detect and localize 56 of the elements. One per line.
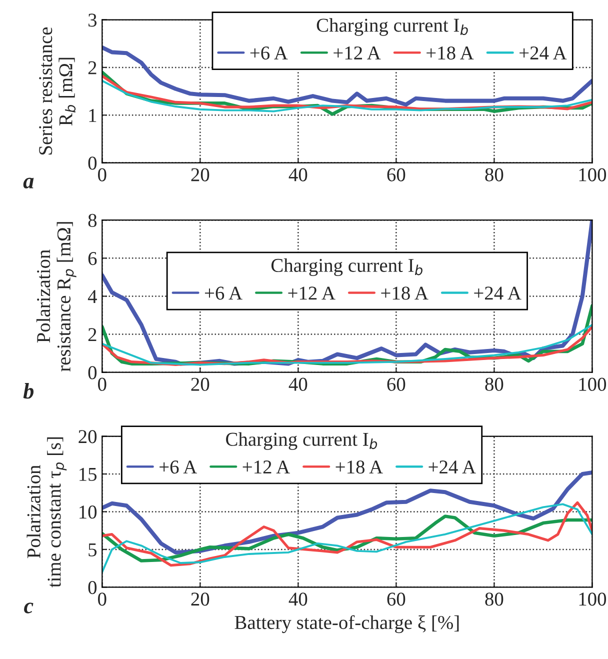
x-tick-label: 80 xyxy=(485,592,504,606)
y-tick-label: 3 xyxy=(88,14,97,27)
y-tick-label: 8 xyxy=(88,214,97,228)
x-tick-label: 20 xyxy=(191,592,210,606)
legend-label: +24 A xyxy=(474,286,522,300)
y-tick-label: 2 xyxy=(88,328,96,342)
x-tick-label: 100 xyxy=(579,592,606,606)
legend-label: +6 A xyxy=(250,46,288,60)
y-tick-label: 0 xyxy=(88,366,97,380)
text: a xyxy=(23,178,34,188)
legend-label: +6 A xyxy=(160,460,197,474)
y-tick-label: 1 xyxy=(89,109,96,122)
y-tick-label: 20 xyxy=(78,430,97,444)
y-axis-title: Series resistance R$_{b}$ [mΩ] xyxy=(39,27,76,154)
legend-label: +18 A xyxy=(381,286,428,300)
legend-title: Charging current I$_{b}$ xyxy=(226,432,378,450)
x-tick-label: 60 xyxy=(387,378,406,391)
x-tick-label: 100 xyxy=(579,378,606,391)
x-tick-label: 40 xyxy=(288,168,308,182)
x-tick-label: 60 xyxy=(387,168,406,182)
x-tick-label: 0 xyxy=(98,378,106,391)
x-tick-label: 20 xyxy=(191,168,210,182)
x-tick-label: 60 xyxy=(387,592,406,606)
x-tick-label: 80 xyxy=(485,378,504,391)
text: b xyxy=(23,382,34,399)
x-tick-label: 80 xyxy=(485,168,504,182)
x-axis-title: Battery state-of-charge ξ [%] xyxy=(234,615,459,634)
x-tick-label: 40 xyxy=(288,592,308,606)
x-tick-label: 0 xyxy=(98,168,106,182)
y-tick-label: 0 xyxy=(88,156,97,170)
y-tick-label: 6 xyxy=(88,252,97,266)
legend-label: +12 A xyxy=(242,460,290,474)
y-tick-label: 5 xyxy=(88,543,97,556)
legend-label: +18 A xyxy=(336,460,383,474)
line-series xyxy=(102,80,592,112)
legend-title: Charging current I$_{b}$ xyxy=(316,18,468,36)
y-tick-label: 2 xyxy=(88,61,96,74)
legend-title: Charging current I$_{b}$ xyxy=(271,258,422,276)
x-tick-label: 0 xyxy=(98,592,106,606)
legend-label: +24 A xyxy=(520,46,567,60)
y-axis-title: Polarization time constant τ$_{p}$ [s] xyxy=(26,437,67,588)
legend-label: +18 A xyxy=(426,46,474,60)
y-tick-label: 15 xyxy=(80,468,97,481)
legend-label: +6 A xyxy=(204,286,242,300)
legend-label: +12 A xyxy=(334,46,381,60)
text: c xyxy=(24,602,34,614)
y-axis-title: Polarization resistance R$_{p}$ [mΩ] xyxy=(36,222,76,372)
y-tick-label: 4 xyxy=(88,290,97,303)
line-series xyxy=(102,45,592,107)
x-tick-label: 100 xyxy=(579,168,606,182)
legend-label: +12 A xyxy=(288,286,336,300)
x-tick-label: 40 xyxy=(288,378,308,391)
x-tick-label: 20 xyxy=(191,378,210,391)
y-tick-label: 10 xyxy=(80,506,97,519)
y-tick-label: 0 xyxy=(88,580,97,594)
legend-label: +24 A xyxy=(428,460,476,474)
